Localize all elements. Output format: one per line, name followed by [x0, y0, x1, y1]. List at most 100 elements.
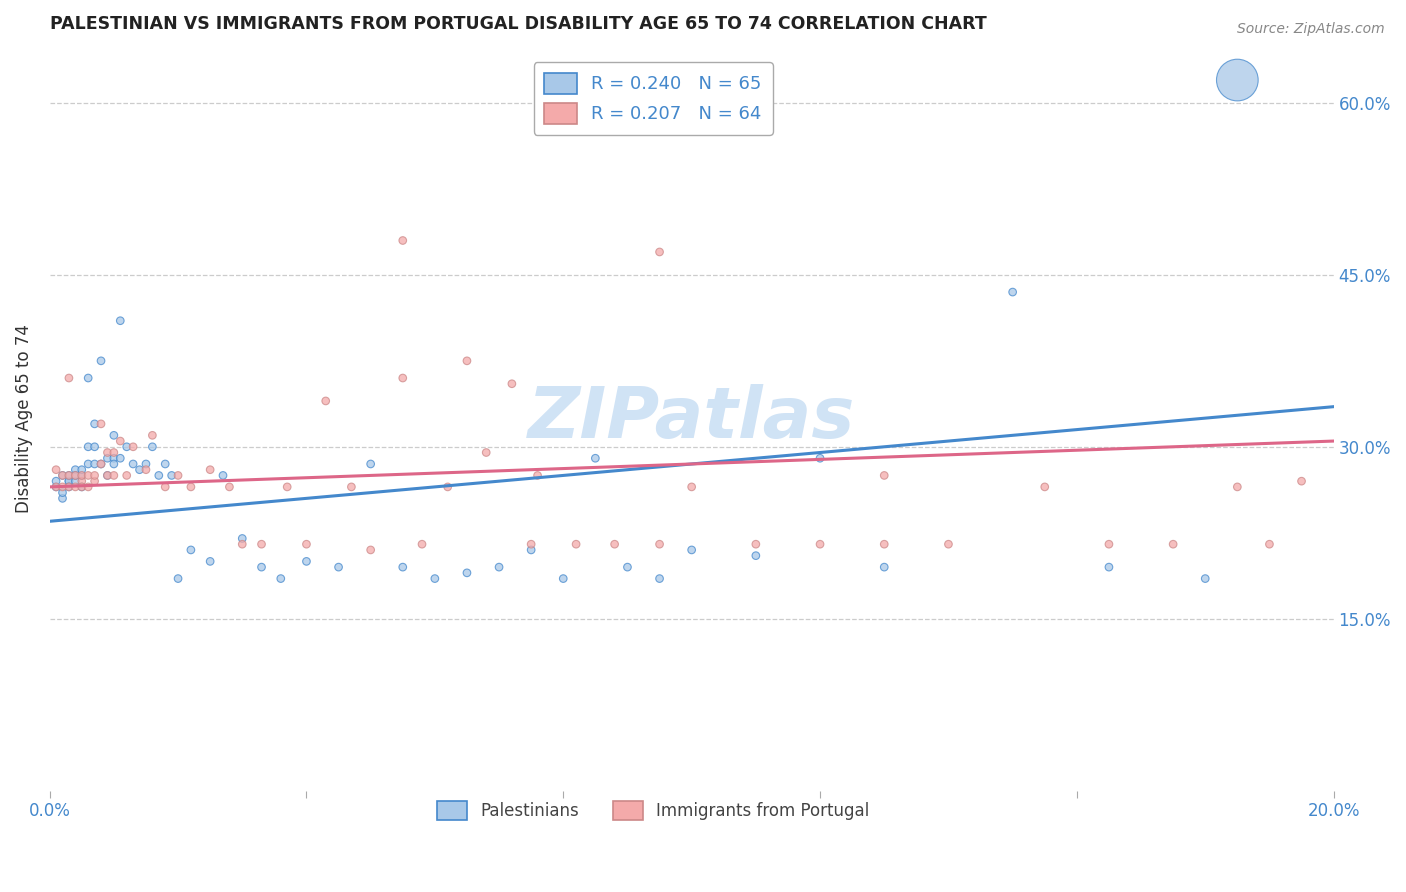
Point	[58, 474, 80, 488]
Text: ZIPatlas: ZIPatlas	[529, 384, 855, 452]
Point	[110, 451, 132, 466]
Point	[45, 480, 67, 494]
Point	[250, 560, 273, 574]
Point	[526, 468, 548, 483]
Point	[520, 543, 543, 558]
Point	[58, 468, 80, 483]
Point	[83, 457, 105, 471]
Text: Source: ZipAtlas.com: Source: ZipAtlas.com	[1237, 22, 1385, 37]
Point	[648, 572, 671, 586]
Point	[167, 572, 190, 586]
Point	[58, 480, 80, 494]
Point	[391, 560, 413, 574]
Point	[83, 474, 105, 488]
Legend: Palestinians, Immigrants from Portugal: Palestinians, Immigrants from Portugal	[430, 795, 876, 827]
Point	[270, 572, 292, 586]
Point	[90, 457, 112, 471]
Point	[77, 371, 100, 385]
Point	[231, 532, 253, 546]
Point	[70, 468, 93, 483]
Point	[648, 244, 671, 259]
Point	[155, 457, 177, 471]
Point	[70, 468, 93, 483]
Point	[180, 480, 202, 494]
Point	[1291, 474, 1313, 488]
Point	[360, 457, 382, 471]
Point	[1194, 572, 1216, 586]
Point	[135, 457, 157, 471]
Point	[110, 434, 132, 448]
Point	[103, 428, 125, 442]
Point	[65, 463, 87, 477]
Point	[360, 543, 382, 558]
Point	[77, 440, 100, 454]
Point	[167, 468, 190, 483]
Point	[83, 440, 105, 454]
Point	[51, 485, 73, 500]
Point	[873, 560, 896, 574]
Point	[218, 480, 240, 494]
Point	[475, 445, 498, 459]
Point	[295, 537, 318, 551]
Point	[423, 572, 446, 586]
Point	[103, 451, 125, 466]
Point	[58, 468, 80, 483]
Point	[340, 480, 363, 494]
Point	[873, 537, 896, 551]
Point	[231, 537, 253, 551]
Point	[77, 480, 100, 494]
Point	[212, 468, 235, 483]
Point	[51, 468, 73, 483]
Point	[83, 417, 105, 431]
Point	[58, 480, 80, 494]
Point	[45, 463, 67, 477]
Y-axis label: Disability Age 65 to 74: Disability Age 65 to 74	[15, 324, 32, 513]
Point	[1098, 560, 1121, 574]
Text: PALESTINIAN VS IMMIGRANTS FROM PORTUGAL DISABILITY AGE 65 TO 74 CORRELATION CHAR: PALESTINIAN VS IMMIGRANTS FROM PORTUGAL …	[49, 15, 987, 33]
Point	[122, 440, 145, 454]
Point	[328, 560, 350, 574]
Point	[603, 537, 626, 551]
Point	[180, 543, 202, 558]
Point	[681, 480, 703, 494]
Point	[648, 537, 671, 551]
Point	[122, 457, 145, 471]
Point	[1226, 73, 1249, 87]
Point	[115, 468, 138, 483]
Point	[83, 468, 105, 483]
Point	[96, 451, 118, 466]
Point	[745, 549, 768, 563]
Point	[128, 463, 150, 477]
Point	[198, 463, 221, 477]
Point	[250, 537, 273, 551]
Point	[938, 537, 960, 551]
Point	[1033, 480, 1056, 494]
Point	[276, 480, 298, 494]
Point	[141, 428, 163, 442]
Point	[1226, 480, 1249, 494]
Point	[135, 463, 157, 477]
Point	[616, 560, 638, 574]
Point	[58, 371, 80, 385]
Point	[391, 234, 413, 248]
Point	[808, 451, 831, 466]
Point	[65, 468, 87, 483]
Point	[1258, 537, 1281, 551]
Point	[1161, 537, 1184, 551]
Point	[96, 445, 118, 459]
Point	[436, 480, 458, 494]
Point	[583, 451, 606, 466]
Point	[873, 468, 896, 483]
Point	[45, 480, 67, 494]
Point	[141, 440, 163, 454]
Point	[681, 543, 703, 558]
Point	[65, 480, 87, 494]
Point	[77, 468, 100, 483]
Point	[45, 474, 67, 488]
Point	[96, 468, 118, 483]
Point	[808, 537, 831, 551]
Point	[96, 468, 118, 483]
Point	[103, 457, 125, 471]
Point	[501, 376, 523, 391]
Point	[520, 537, 543, 551]
